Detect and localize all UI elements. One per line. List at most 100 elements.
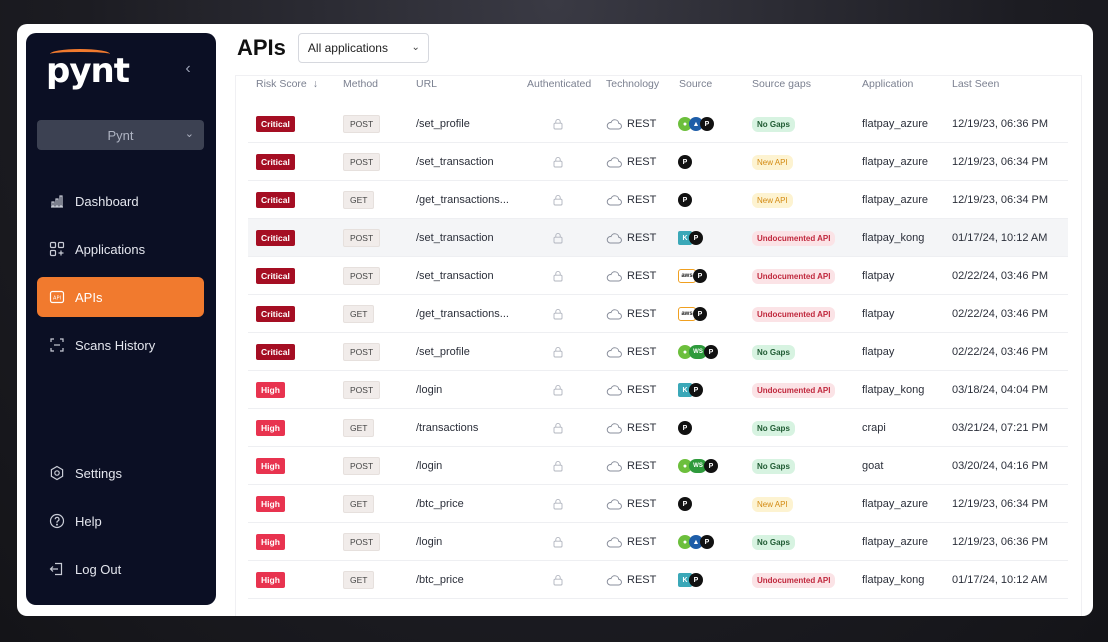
bar-chart-icon	[49, 193, 65, 209]
last-seen-cell: 03/18/24, 04:04 PM	[952, 384, 1049, 396]
url-cell[interactable]: /set_transaction	[416, 156, 494, 168]
sidebar: pynt ‹ Pynt ⌄ Dashboard Applications API…	[26, 33, 216, 605]
source-gap-badge: Undocumented API	[752, 572, 836, 588]
sidebar-item-dashboard[interactable]: Dashboard	[37, 181, 204, 221]
pynt-source-icon: P	[689, 383, 703, 397]
lock-icon	[552, 143, 564, 181]
table-row[interactable]: High GET/btc_price REST P New API flatpay_azu…	[248, 485, 1068, 523]
table-row[interactable]: Critical POST/set_profile REST ● WS P No Gaps f…	[248, 333, 1068, 371]
logo-text: pynt	[46, 51, 130, 91]
column-header-source-gaps[interactable]: Source gaps	[752, 78, 811, 90]
column-header-method[interactable]: Method	[343, 78, 379, 90]
application-cell: crapi	[862, 422, 886, 434]
arrow-down-icon: ↓	[312, 78, 318, 90]
method-badge: GET	[343, 305, 375, 323]
technology-label: REST	[627, 536, 657, 548]
lock-icon	[552, 523, 564, 561]
table-row[interactable]: High GET/transactions REST P No Gaps crapi 03/…	[248, 409, 1068, 447]
cloud-icon	[606, 460, 627, 472]
technology-label: REST	[627, 384, 657, 396]
application-cell: flatpay_azure	[862, 156, 929, 168]
method-badge: GET	[343, 571, 375, 589]
column-label: Risk Score	[256, 78, 307, 90]
last-seen-cell: 12/19/23, 06:34 PM	[952, 498, 1049, 510]
column-header-authenticated[interactable]: Authenticated	[527, 78, 592, 90]
method-badge: POST	[343, 267, 381, 285]
scan-icon	[49, 337, 65, 353]
sidebar-item-label: APIs	[75, 289, 103, 305]
url-cell[interactable]: /set_profile	[416, 118, 470, 130]
cloud-icon	[606, 498, 627, 510]
method-badge: POST	[343, 381, 381, 399]
technology-label: REST	[627, 232, 657, 244]
source-icons: ● WS P	[678, 447, 718, 485]
page-header: APIs All applications ⌄	[237, 33, 429, 63]
url-cell[interactable]: /btc_price	[416, 498, 464, 510]
column-header-application[interactable]: Application	[862, 78, 914, 90]
table-row[interactable]: Critical POST/set_transaction REST K P Undocu…	[248, 219, 1068, 257]
lock-icon	[552, 485, 564, 523]
table-row[interactable]: Critical POST/set_transaction REST P New API…	[248, 143, 1068, 181]
lock-icon	[552, 257, 564, 295]
table-row[interactable]: High POST/login REST ● WS P No Gaps goat 03/20/2…	[248, 447, 1068, 485]
technology-label: REST	[627, 422, 657, 434]
source-icons: P	[678, 181, 692, 219]
method-badge: POST	[343, 153, 381, 171]
table-row[interactable]: Critical POST/set_profile REST ● ▲ P No Gaps fl…	[248, 105, 1068, 143]
risk-score-badge: High	[256, 458, 285, 474]
ws-source-icon: WS	[689, 345, 707, 359]
table-row[interactable]: High POST/login REST ● ▲ P No Gaps flatpay_azur…	[248, 523, 1068, 561]
url-cell[interactable]: /login	[416, 384, 443, 396]
table-row[interactable]: High GET/btc_price REST K P Undocumented API f…	[248, 561, 1068, 599]
application-cell: flatpay_kong	[862, 232, 925, 244]
source-icons: P	[678, 409, 692, 447]
sidebar-item-scans-history[interactable]: Scans History	[37, 325, 204, 365]
application-cell: flatpay	[862, 346, 895, 358]
last-seen-cell: 12/19/23, 06:36 PM	[952, 118, 1049, 130]
technology-label: REST	[627, 270, 657, 282]
column-header-url[interactable]: URL	[416, 78, 438, 90]
pynt-source-icon: P	[689, 231, 703, 245]
sidebar-item-applications[interactable]: Applications	[37, 229, 204, 269]
sidebar-item-help[interactable]: Help	[37, 501, 204, 541]
url-cell[interactable]: /login	[416, 536, 443, 548]
last-seen-cell: 12/19/23, 06:36 PM	[952, 536, 1049, 548]
chevron-left-icon[interactable]: ‹	[185, 60, 191, 77]
gear-icon	[49, 465, 65, 481]
kong-source-icon: K	[678, 231, 692, 245]
url-cell[interactable]: /set_profile	[416, 346, 470, 358]
application-filter-dropdown[interactable]: All applications ⌄	[297, 33, 429, 63]
url-cell[interactable]: /get_transactions...	[416, 308, 509, 320]
url-cell[interactable]: /btc_price	[416, 574, 464, 586]
application-filter-value: All applications	[307, 41, 388, 55]
method-badge: POST	[343, 343, 381, 361]
url-cell[interactable]: /login	[416, 460, 443, 472]
table-row[interactable]: High POST/login REST K P Undocumented API flat…	[248, 371, 1068, 409]
api-icon: API	[49, 289, 65, 305]
url-cell[interactable]: /transactions	[416, 422, 479, 434]
sidebar-item-logout[interactable]: Log Out	[37, 549, 204, 589]
source-gap-badge: Undocumented API	[752, 382, 836, 398]
table-row[interactable]: Critical POST/set_transaction REST aws P Undo…	[248, 257, 1068, 295]
apis-table: Risk Score ↓ Method URL Authenticated Te…	[236, 76, 1081, 616]
column-header-last-seen[interactable]: Last Seen	[952, 78, 1000, 90]
url-cell[interactable]: /set_transaction	[416, 270, 494, 282]
lock-icon	[552, 333, 564, 371]
logo-swoosh	[50, 49, 110, 59]
sidebar-item-apis[interactable]: API APIs	[37, 277, 204, 317]
project-selector[interactable]: Pynt ⌄	[37, 120, 204, 150]
sidebar-item-label: Log Out	[75, 561, 122, 577]
column-header-risk-score[interactable]: Risk Score ↓	[256, 78, 318, 90]
table-row[interactable]: Critical GET/get_transactions... REST P New …	[248, 181, 1068, 219]
cloud-icon	[606, 270, 627, 282]
url-cell[interactable]: /set_transaction	[416, 232, 494, 244]
cloud-icon	[606, 308, 627, 320]
pynt-source-icon: P	[700, 535, 714, 549]
url-cell[interactable]: /get_transactions...	[416, 194, 509, 206]
sidebar-item-label: Scans History	[75, 337, 156, 353]
column-header-source[interactable]: Source	[679, 78, 713, 90]
cloud-icon	[606, 422, 627, 434]
sidebar-item-settings[interactable]: Settings	[37, 453, 204, 493]
column-header-technology[interactable]: Technology	[606, 78, 660, 90]
table-row[interactable]: Critical GET/get_transactions... REST aws P U…	[248, 295, 1068, 333]
